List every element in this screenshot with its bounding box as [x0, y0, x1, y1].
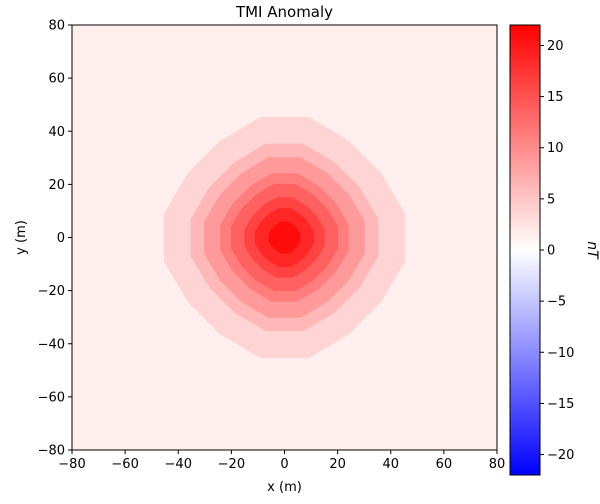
x-tick-label: −80	[58, 457, 85, 472]
y-tick-label: −60	[38, 390, 65, 405]
colorbar-tick-label: 0	[547, 244, 555, 259]
y-tick-label: 80	[48, 19, 65, 34]
y-tick-label: −40	[38, 337, 65, 352]
x-tick-label: −20	[218, 457, 245, 472]
colorbar-tick-label: −20	[547, 448, 574, 463]
colorbar-tick-label: −10	[547, 346, 574, 361]
y-tick-label: 20	[48, 178, 65, 193]
plot-area	[72, 25, 497, 450]
y-tick-label: −80	[38, 444, 65, 459]
x-tick-label: 0	[280, 457, 288, 472]
colorbar-label: nT	[584, 241, 600, 260]
x-tick-label: −40	[165, 457, 192, 472]
y-tick-label: 40	[48, 125, 65, 140]
colorbar-tick-label: −5	[547, 295, 566, 310]
x-tick-label: 60	[436, 457, 453, 472]
y-tick-label: 0	[57, 231, 65, 246]
x-tick-label: 40	[382, 457, 399, 472]
colorbar-tick-label: −15	[547, 397, 574, 412]
x-tick-label: 20	[329, 457, 346, 472]
y-axis-label: y (m)	[14, 220, 29, 255]
y-tick-label: 60	[48, 72, 65, 87]
x-axis: −80 −60 −40 −20 0 20 40 60 80	[58, 450, 505, 472]
y-tick-label: −20	[38, 284, 65, 299]
y-axis: −80 −60 −40 −20 0 20 40 60 80	[38, 19, 72, 459]
chart-title: TMI Anomaly	[235, 3, 333, 21]
x-tick-label: −60	[111, 457, 138, 472]
colorbar-tick-label: 20	[547, 39, 564, 54]
x-axis-label: x (m)	[267, 480, 302, 495]
colorbar-axis: −20 −15 −10 −5 0 5 10 15 20	[540, 39, 574, 463]
contour-band-20	[268, 221, 301, 254]
colorbar-tick-label: 15	[547, 90, 564, 105]
x-tick-label: 80	[489, 457, 506, 472]
colorbar-tick-label: 10	[547, 141, 564, 156]
colorbar	[509, 24, 541, 476]
colorbar-tick-label: 5	[547, 192, 555, 207]
